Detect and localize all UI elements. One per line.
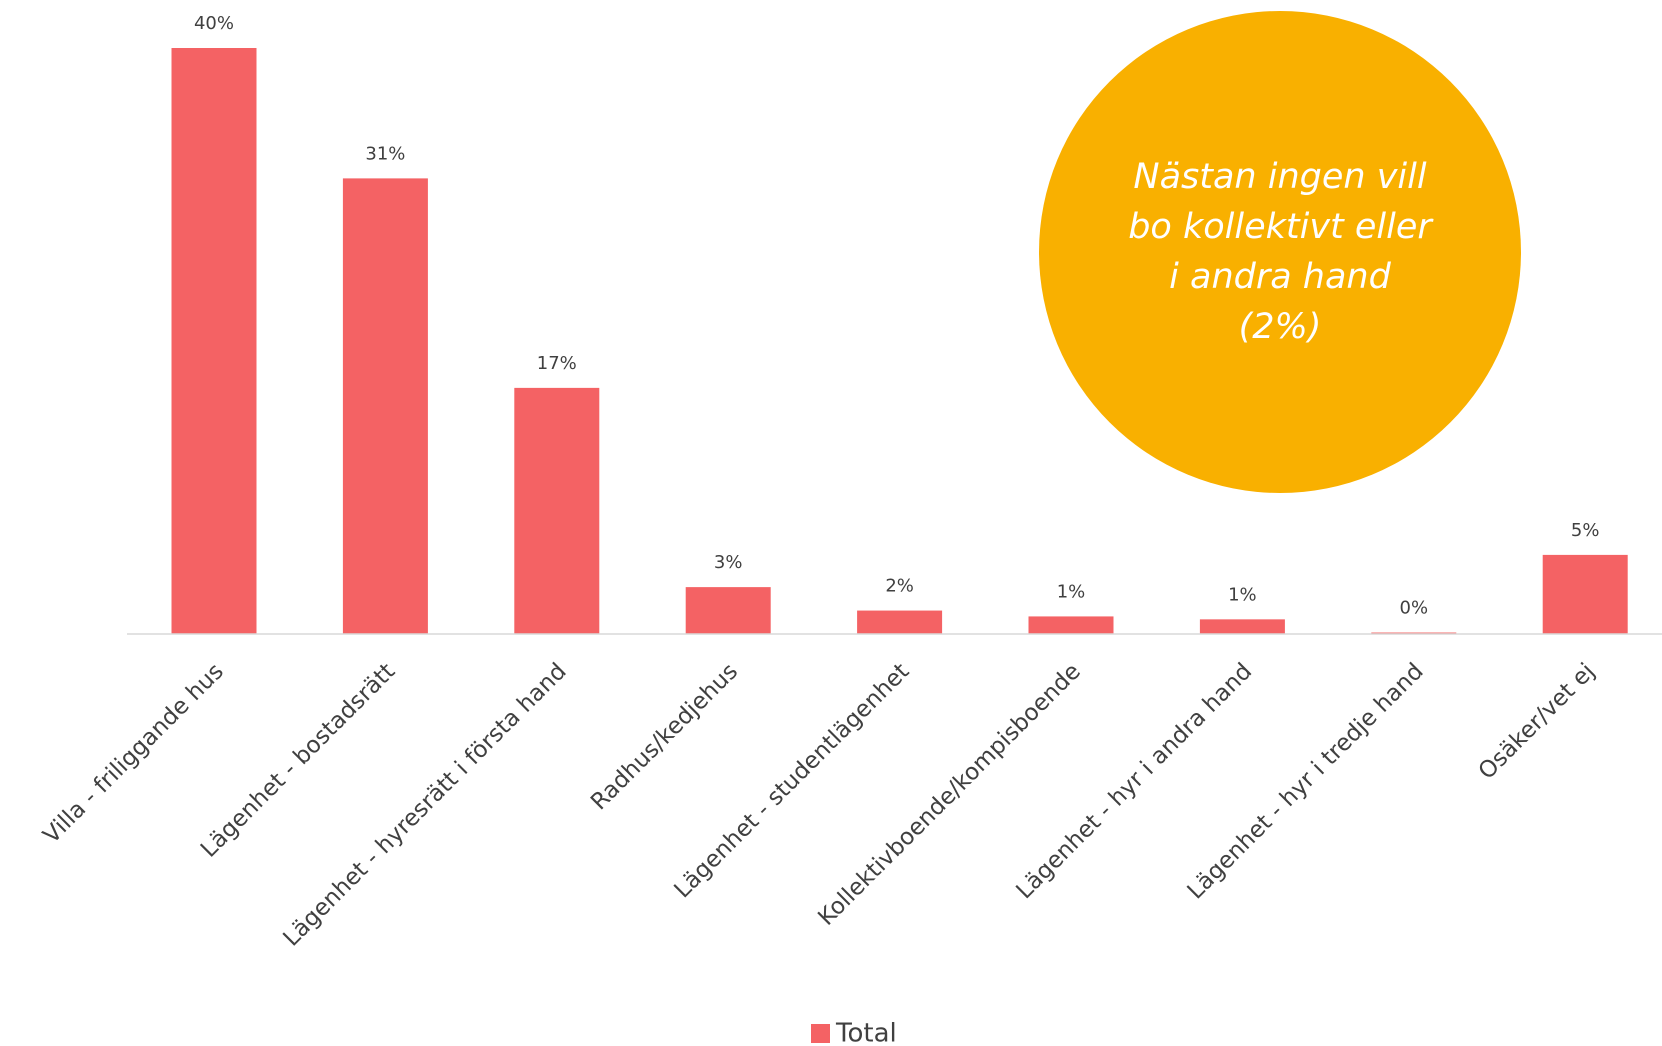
x-tick-label: Villa - friliggande hus [38,658,228,848]
bar [1199,619,1285,634]
annotation-text: i andra hand [1169,257,1391,297]
bar [685,587,771,634]
legend-swatch [811,1024,830,1043]
bar [171,48,257,634]
x-tick-label: Lägenhet - hyresrätt i första hand [278,658,571,951]
annotation-text: (2%) [1239,307,1322,347]
value-label: 2% [885,576,914,597]
value-label: 1% [1228,584,1257,605]
bar [1028,616,1114,634]
annotation-text: bo kollektivt eller [1128,207,1434,247]
bar [514,387,600,634]
annotation-text: Nästan ingen vill [1133,157,1426,197]
value-label: 40% [194,13,234,34]
value-label: 3% [714,552,743,573]
x-tick-label: Radhus/kedjehus [586,658,743,815]
legend-label: Total [835,1019,897,1046]
bar [342,178,428,634]
value-label: 1% [1057,581,1086,602]
annotation-circle [1039,11,1521,493]
bar [857,610,943,634]
value-label: 0% [1400,598,1429,619]
bar [1542,554,1628,634]
x-tick-label: Lägenhet - bostadsrätt [196,658,400,862]
value-label: 17% [537,353,577,374]
value-label: 31% [365,143,405,164]
x-tick-label: Osäker/vet ej [1474,658,1600,784]
value-label: 5% [1571,520,1600,541]
